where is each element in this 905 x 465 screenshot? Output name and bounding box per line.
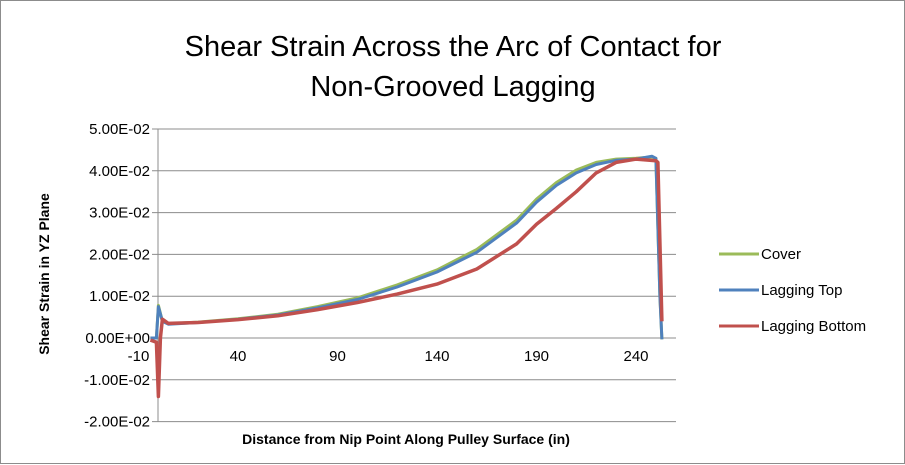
- legend: Cover Lagging Top Lagging Bottom: [719, 246, 866, 335]
- x-tick-label: 40: [230, 348, 247, 365]
- y-tick-label: 5.00E-02: [89, 121, 150, 138]
- x-tick-label: 190: [524, 348, 549, 365]
- y-tick-label: -1.00E-02: [84, 372, 150, 389]
- y-tick-label: 4.00E-02: [89, 163, 150, 180]
- legend-label: Cover: [761, 246, 801, 263]
- y-tick-label: 0.00E+00: [85, 330, 150, 347]
- legend-label: Lagging Bottom: [761, 318, 866, 335]
- y-tick-label: 3.00E-02: [89, 205, 150, 222]
- chart-title-line-1: Shear Strain Across the Arc of Contact f…: [185, 31, 722, 63]
- y-tick-label: 2.00E-02: [89, 246, 150, 263]
- x-tick-label: 90: [329, 348, 346, 365]
- x-tick-label: 140: [424, 348, 449, 365]
- x-axis-label: Distance from Nip Point Along Pulley Sur…: [242, 431, 570, 447]
- legend-label: Lagging Top: [761, 282, 842, 299]
- series-line-lagging-bottom: [149, 157, 664, 399]
- x-tick-label: 240: [623, 348, 648, 365]
- y-axis-label: Shear Strain in YZ Plane: [36, 193, 52, 355]
- x-tick-label: -10: [128, 348, 150, 365]
- y-tick-label: -2.00E-02: [84, 414, 150, 431]
- y-tick-label: 1.00E-02: [89, 288, 150, 305]
- chart-title-line-2: Non-Grooved Lagging: [310, 71, 595, 103]
